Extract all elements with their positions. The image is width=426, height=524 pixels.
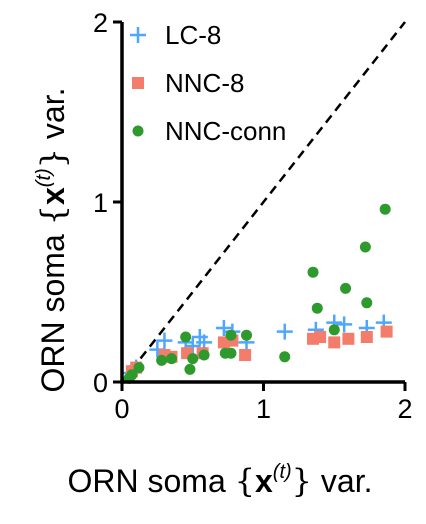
x-tick-label: 1 bbox=[256, 394, 271, 424]
legend-label: LC-8 bbox=[165, 20, 221, 50]
y-tick-label: 1 bbox=[93, 188, 108, 218]
diagonal-reference-line bbox=[121, 21, 406, 383]
data-point bbox=[241, 329, 253, 341]
y-axis-label-suffix: var. bbox=[35, 87, 71, 147]
y-tick-label: 0 bbox=[93, 368, 108, 398]
data-point bbox=[336, 316, 353, 333]
y-axis-label-brace-close: } bbox=[34, 148, 72, 168]
y-axis-label-superscript: (t) bbox=[33, 168, 55, 187]
data-point bbox=[133, 362, 145, 374]
legend-marker bbox=[130, 27, 146, 43]
data-point bbox=[360, 331, 373, 343]
x-axis-label-suffix: var. bbox=[312, 463, 372, 499]
legend-label: NNC-conn bbox=[165, 116, 286, 146]
data-point bbox=[225, 347, 237, 359]
data-point bbox=[359, 241, 371, 253]
legend-label: NNC-8 bbox=[165, 68, 244, 98]
data-point bbox=[379, 203, 391, 215]
data-point bbox=[225, 329, 237, 341]
data-point bbox=[187, 353, 199, 365]
legend-marker bbox=[132, 125, 144, 137]
x-axis-label-superscript: (t) bbox=[273, 461, 292, 483]
x-axis-label-prefix: ORN soma bbox=[67, 463, 234, 499]
data-point bbox=[156, 332, 173, 349]
y-axis-label-brace-open: { bbox=[34, 205, 72, 225]
data-point bbox=[198, 349, 210, 361]
data-point bbox=[279, 351, 291, 363]
legend: LC-8 NNC-8 NNC-conn bbox=[130, 20, 286, 146]
data-point bbox=[328, 336, 341, 349]
data-point bbox=[328, 324, 340, 336]
x-tick-label: 0 bbox=[114, 394, 129, 424]
y-axis-label-prefix: ORN soma bbox=[35, 225, 71, 392]
data-point bbox=[184, 363, 196, 375]
data-point bbox=[126, 369, 138, 381]
data-point bbox=[340, 282, 352, 294]
data-points bbox=[122, 203, 393, 384]
data-point bbox=[311, 302, 323, 314]
data-point bbox=[239, 349, 252, 361]
data-point bbox=[380, 325, 393, 338]
x-tick-label: 2 bbox=[397, 394, 412, 424]
y-tick-label: 2 bbox=[93, 8, 108, 38]
data-point bbox=[156, 354, 168, 366]
x-axis-label-brace-close: } bbox=[292, 462, 312, 500]
legend-marker bbox=[132, 77, 144, 89]
data-point bbox=[314, 331, 327, 343]
data-point bbox=[180, 331, 192, 343]
x-axis-label: ORN soma {x(t)} var. bbox=[67, 461, 372, 500]
data-point bbox=[361, 297, 373, 309]
x-axis-label-variable: x bbox=[255, 463, 273, 499]
data-point bbox=[166, 353, 178, 365]
data-point bbox=[342, 332, 355, 345]
axis-ticks: 0 1 2 0 1 2 bbox=[93, 8, 413, 424]
x-axis-label-brace-open: { bbox=[235, 462, 255, 500]
y-axis-label-variable: x bbox=[35, 187, 71, 205]
data-point bbox=[215, 320, 232, 336]
y-axis-label: ORN soma {x(t)} var. bbox=[33, 87, 72, 392]
data-point bbox=[276, 323, 293, 340]
data-point bbox=[307, 266, 319, 278]
